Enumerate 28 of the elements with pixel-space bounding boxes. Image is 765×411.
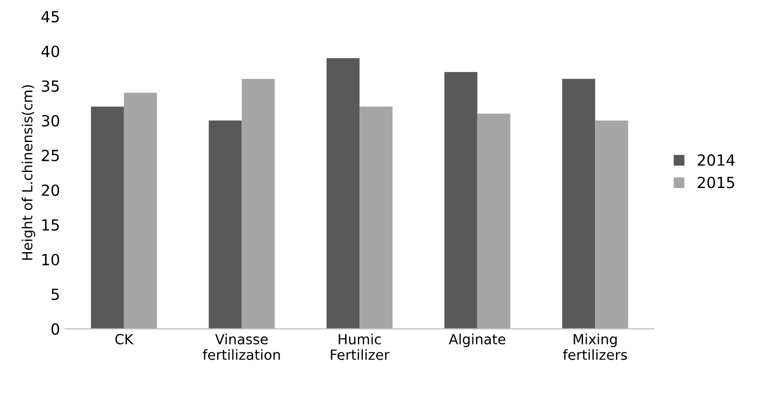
bar bbox=[326, 58, 360, 329]
legend-label: 2014 bbox=[698, 154, 735, 166]
y-tick-label: 45 bbox=[41, 11, 59, 22]
y-tick-label: 30 bbox=[42, 115, 60, 127]
x-tick-label: Alginate bbox=[448, 334, 506, 348]
y-tick-label: 5 bbox=[52, 288, 59, 300]
x-tick-label: Vinasse fertilization bbox=[202, 334, 280, 360]
y-tick-label: 25 bbox=[42, 150, 59, 162]
y-tick-label: 0 bbox=[51, 323, 60, 335]
bar bbox=[477, 114, 510, 329]
y-tick-label: 15 bbox=[42, 219, 59, 231]
bar bbox=[595, 120, 628, 329]
bar bbox=[124, 92, 157, 329]
bar bbox=[242, 78, 275, 329]
bar bbox=[360, 106, 393, 329]
bar bbox=[90, 106, 124, 329]
y-tick-label: 35 bbox=[42, 80, 59, 92]
bar bbox=[444, 72, 478, 329]
x-tick-label: CK bbox=[115, 334, 134, 344]
x-tick-label: Humic Fertilizer bbox=[330, 334, 390, 360]
y-tick-label: 40 bbox=[41, 46, 60, 58]
y-axis-title: Height of L.chinensis(cm) bbox=[22, 85, 36, 260]
bar bbox=[208, 120, 242, 329]
legend-label: 2015 bbox=[698, 176, 734, 188]
x-tick-label: Mixing fertilizers bbox=[563, 334, 627, 360]
bar bbox=[562, 78, 596, 329]
y-tick-label: 10 bbox=[42, 254, 60, 266]
y-tick-label: 20 bbox=[42, 184, 60, 196]
